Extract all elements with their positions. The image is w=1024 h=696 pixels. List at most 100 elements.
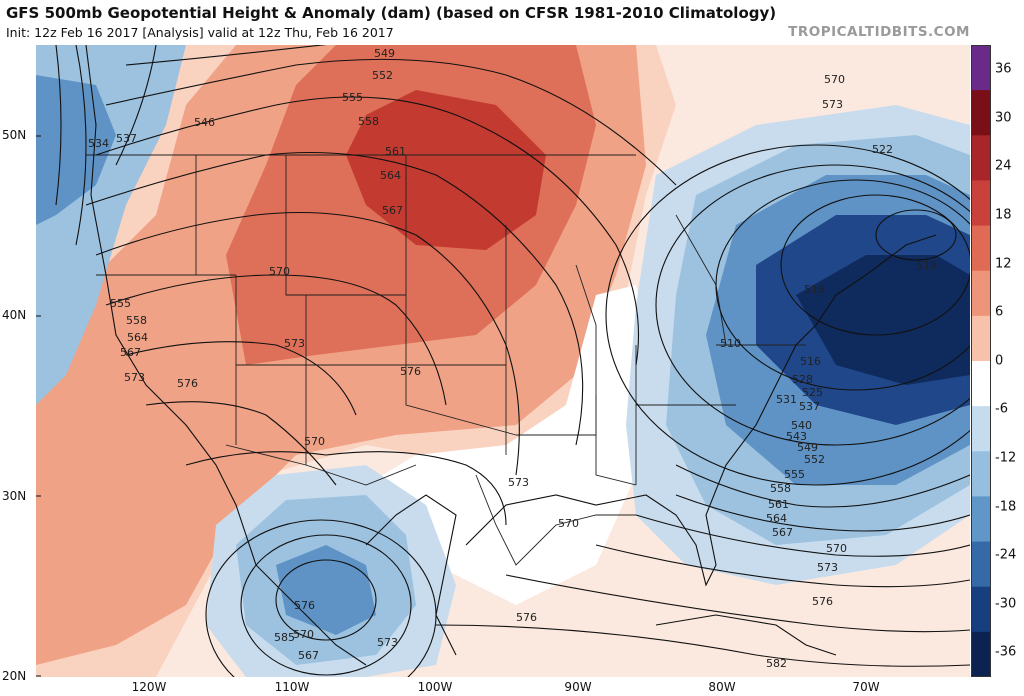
contour-label: 534 (88, 137, 109, 150)
colorbar-label: -18 (995, 499, 1017, 515)
contour-label: 552 (804, 453, 825, 466)
lon-label: 70W (852, 680, 880, 694)
colorbar-segment (971, 270, 991, 317)
colorbar-label: -30 (995, 596, 1017, 612)
lon-label: 90W (564, 680, 592, 694)
graticule-ticks (36, 135, 41, 677)
colorbar-segment (971, 315, 991, 362)
trough-mexico-mid (276, 545, 376, 635)
lon-label: 80W (708, 680, 736, 694)
contour-label: 573 (124, 371, 145, 384)
colorbar-label: 12 (995, 256, 1012, 272)
lon-label: 100W (417, 680, 453, 694)
contour-label: 561 (768, 498, 789, 511)
colorbar-segment (971, 180, 991, 227)
contour-label: 558 (358, 115, 379, 128)
colorbar-label: 24 (995, 158, 1012, 174)
contour-label: 585 (274, 631, 295, 644)
lat-label: 20N (2, 669, 27, 683)
anomaly-map: 549 552 555 558 561 564 567 570 573 576 … (36, 45, 970, 677)
contour-label: 573 (284, 337, 305, 350)
trough-nw-mid (36, 75, 116, 225)
contour-label: 555 (784, 468, 805, 481)
colorbar-label: 6 (995, 304, 1004, 320)
ridge-dark-core (346, 90, 546, 250)
colorbar-label: -6 (995, 401, 1008, 417)
contour-label: 555 (342, 91, 363, 104)
map-canvas: 549 552 555 558 561 564 567 570 573 576 … (36, 45, 970, 677)
contour-label: 549 (374, 47, 395, 60)
contour-label: 537 (116, 132, 137, 145)
colorbar-segment (971, 45, 991, 91)
contour-label: 570 (826, 542, 847, 555)
contour-label: 561 (385, 145, 406, 158)
colorbar-label: 0 (995, 353, 1004, 369)
colorbar-segment (971, 496, 991, 543)
brand-watermark[interactable]: TROPICALTIDBITS.COM (788, 24, 970, 40)
contour-label: 537 (799, 400, 820, 413)
contour-label: 573 (508, 476, 529, 489)
colorbar-label: -12 (995, 450, 1017, 466)
contour-label: 546 (194, 116, 215, 129)
colorbar-label: -36 (995, 644, 1017, 660)
contour-label: 582 (766, 657, 787, 670)
contour-label: 576 (516, 611, 537, 624)
contour-label: 573 (822, 98, 843, 111)
colorbar-label: 36 (995, 61, 1012, 77)
lat-label: 40N (2, 308, 27, 322)
contour-label: 570 (558, 517, 579, 530)
contour-label: 519 (916, 259, 937, 272)
contour-label: 576 (294, 599, 315, 612)
colorbar-label: 30 (995, 110, 1012, 126)
contour-label: 567 (298, 649, 319, 662)
colorbar-label: 18 (995, 207, 1012, 223)
lat-label: 50N (2, 128, 27, 142)
colorbar (971, 45, 991, 677)
lon-label: 120W (131, 680, 167, 694)
colorbar-segment (971, 631, 991, 677)
map-title: GFS 500mb Geopotential Height & Anomaly … (6, 4, 777, 22)
contour-label: 564 (127, 331, 148, 344)
contour-label: 576 (400, 365, 421, 378)
contour-label: 558 (126, 314, 147, 327)
contour-label: 549 (797, 441, 818, 454)
contour-label: 516 (804, 283, 825, 296)
contour-label: 558 (770, 482, 791, 495)
contour-label: 576 (812, 595, 833, 608)
contour-label: 570 (304, 435, 325, 448)
contour-label: 573 (377, 636, 398, 649)
map-subtitle: Init: 12z Feb 16 2017 [Analysis] valid a… (6, 25, 394, 40)
contour-label: 570 (293, 628, 314, 641)
lon-label: 110W (274, 680, 310, 694)
contour-label: 531 (776, 393, 797, 406)
contour-labels: 549 552 555 558 561 564 567 570 573 576 … (88, 47, 937, 670)
contour-label: 570 (269, 265, 290, 278)
contour-label: 525 (802, 386, 823, 399)
lat-label: 30N (2, 489, 27, 503)
colorbar-segment (971, 90, 991, 136)
contour-label: 555 (110, 297, 131, 310)
neutral-band (366, 285, 656, 605)
contour-label: 567 (772, 526, 793, 539)
contour-label: 564 (380, 169, 401, 182)
contour-label: 510 (720, 337, 741, 350)
contour-label: 567 (120, 346, 141, 359)
colorbar-segment (971, 225, 991, 272)
colorbar-label: -24 (995, 547, 1017, 563)
contour-label: 564 (766, 512, 787, 525)
colorbar-segment (971, 541, 991, 588)
contour-label: 552 (372, 69, 393, 82)
colorbar-segment (971, 406, 991, 452)
colorbar-segment (971, 586, 991, 633)
contour-label: 516 (800, 355, 821, 368)
contour-label: 522 (872, 143, 893, 156)
contour-label: 567 (382, 204, 403, 217)
colorbar-segment (971, 135, 991, 181)
colorbar-segment (971, 451, 991, 497)
contour-label: 543 (786, 430, 807, 443)
contour-label: 573 (817, 561, 838, 574)
height-contours (55, 45, 970, 677)
contour-label: 528 (792, 373, 813, 386)
contour-label: 576 (177, 377, 198, 390)
trough-east-deep (796, 255, 970, 385)
